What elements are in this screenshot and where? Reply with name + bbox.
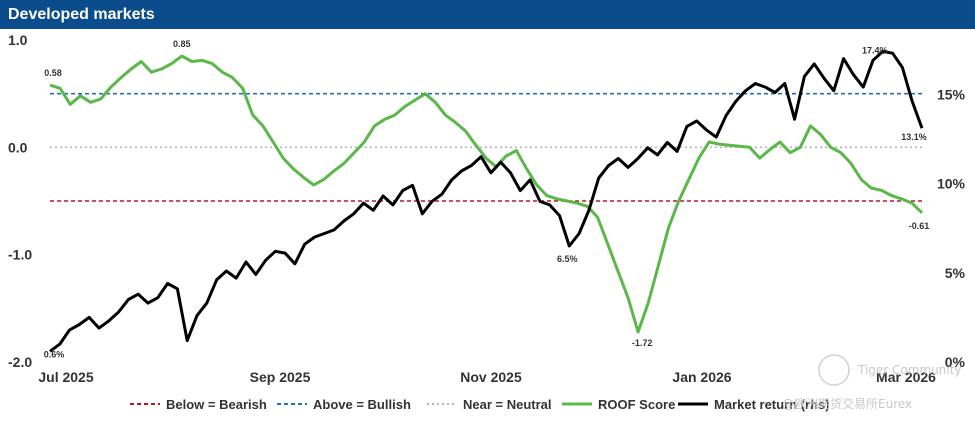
data-annotations: 0.58 0.85 -1.72 -0.61 0.6% 6.5% 17.4% 13.1% <box>44 39 930 359</box>
y-right-tick-label: 10% <box>937 176 966 192</box>
data-label: 13.1% <box>901 132 927 142</box>
watermark: Tiger Community @欧洲期货交易所Eurex <box>782 354 962 411</box>
chart-title: Developed markets <box>0 0 975 29</box>
data-label: 6.5% <box>557 254 578 264</box>
y-left-tick-label: 0.0 <box>8 139 28 155</box>
legend-label-4: Market return (rhs) <box>714 397 830 412</box>
data-label: 0.6% <box>44 349 65 359</box>
watermark-text: @欧洲期货交易所Eurex <box>782 396 912 411</box>
y-right-tick-label: 15% <box>937 86 966 102</box>
legend-label-3: ROOF Score <box>598 397 675 412</box>
x-tick-label: Jan 2026 <box>672 369 731 385</box>
y-left-tick-label: 1.0 <box>8 32 28 48</box>
y-right-tick-label: 5% <box>945 265 966 281</box>
data-label: -1.72 <box>632 338 653 348</box>
legend-label-1: Above = Bullish <box>313 397 411 412</box>
legend-label-0: Below = Bearish <box>166 397 267 412</box>
data-label: -0.61 <box>909 221 930 231</box>
data-label: 0.58 <box>44 68 62 78</box>
y-right-tick-label: 0% <box>945 354 966 370</box>
x-tick-label: Sep 2025 <box>250 369 311 385</box>
axis-labels: 1.0 0.0 -1.0 -2.0 15% 10% 5% 0% Jul 2025 Sep 2025… <box>8 32 966 385</box>
legend-label-2: Near = Neutral <box>463 397 552 412</box>
watermark-logo-icon <box>818 354 850 386</box>
x-tick-label: Nov 2025 <box>460 369 522 385</box>
watermark-text: Tiger Community <box>857 363 962 377</box>
roof-score-line <box>49 54 924 334</box>
data-label: 0.85 <box>173 39 191 49</box>
market-return-line <box>49 49 924 353</box>
reference-lines <box>50 92 922 202</box>
legend: Below = Bearish Above = Bullish Near = Neu… <box>130 397 830 412</box>
y-left-tick-label: -2.0 <box>8 354 32 370</box>
x-tick-label: Jul 2025 <box>38 369 93 385</box>
series-lines <box>49 49 924 353</box>
data-label: 17.4% <box>862 45 888 55</box>
y-left-tick-label: -1.0 <box>8 247 32 263</box>
x-tick-label: Mar 2026 <box>876 369 936 385</box>
